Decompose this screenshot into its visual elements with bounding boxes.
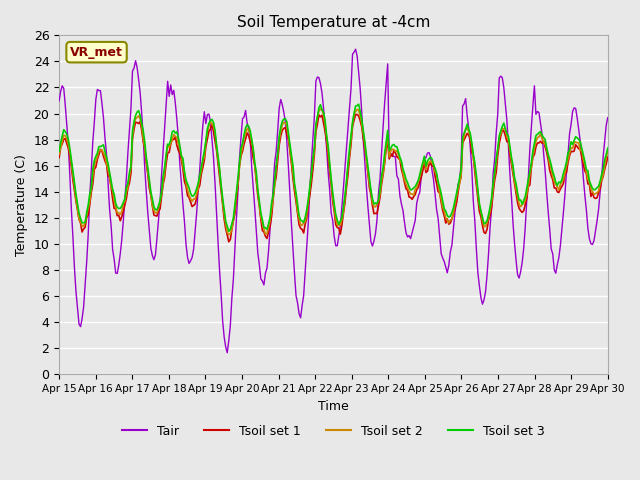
Text: VR_met: VR_met (70, 46, 123, 59)
Legend: Tair, Tsoil set 1, Tsoil set 2, Tsoil set 3: Tair, Tsoil set 1, Tsoil set 2, Tsoil se… (117, 420, 550, 443)
Y-axis label: Temperature (C): Temperature (C) (15, 154, 28, 256)
Title: Soil Temperature at -4cm: Soil Temperature at -4cm (237, 15, 430, 30)
X-axis label: Time: Time (318, 400, 349, 413)
